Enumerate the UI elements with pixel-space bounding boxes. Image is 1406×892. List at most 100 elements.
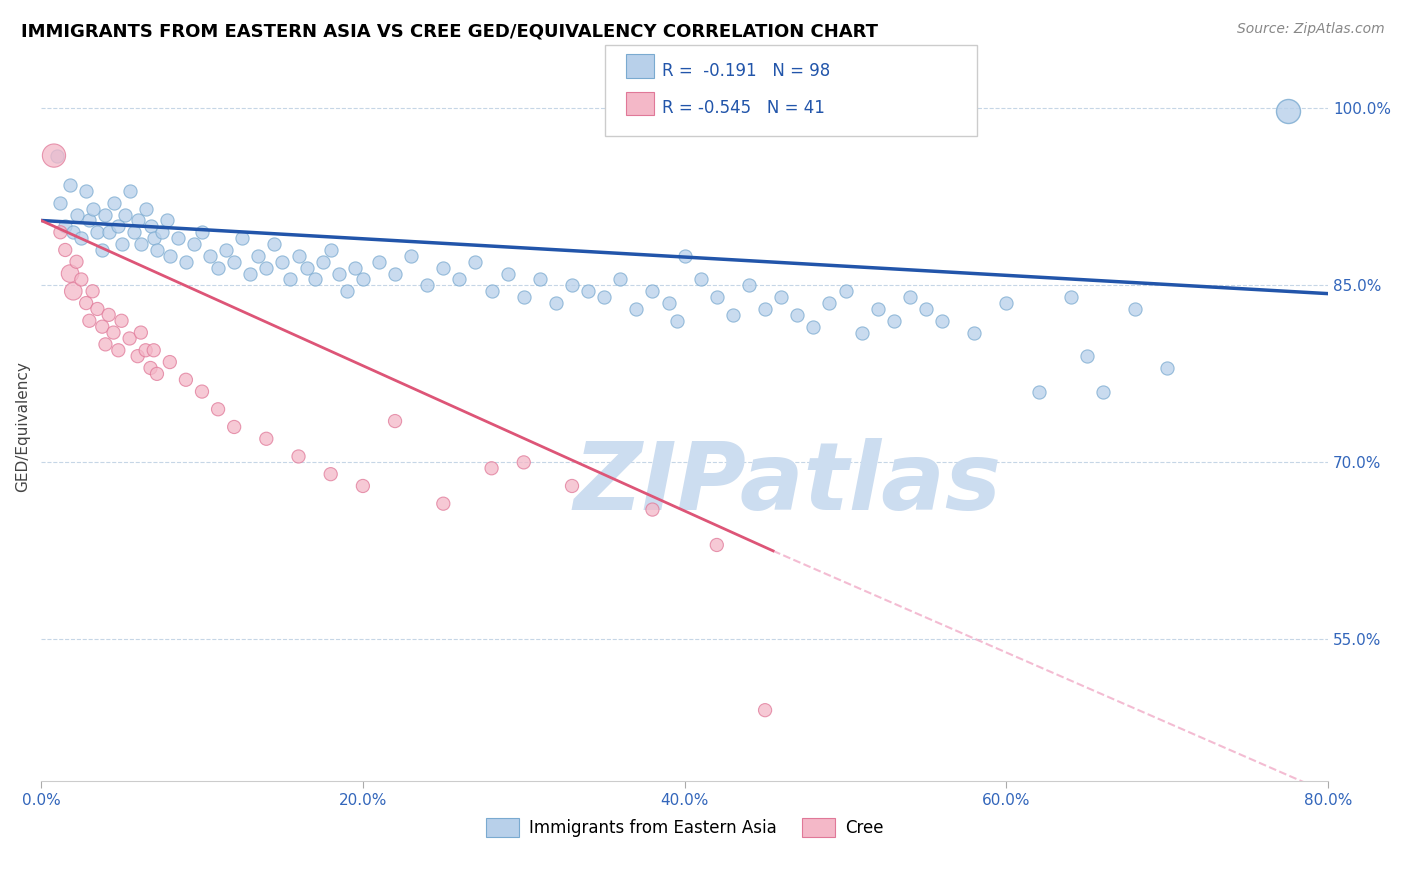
Point bbox=[352, 272, 374, 286]
Point bbox=[65, 208, 87, 222]
Point bbox=[107, 343, 129, 358]
Point bbox=[79, 213, 101, 227]
Point bbox=[384, 267, 406, 281]
Point bbox=[770, 290, 793, 304]
Point bbox=[1277, 103, 1299, 118]
Point bbox=[224, 254, 246, 268]
Point bbox=[866, 301, 889, 316]
Point bbox=[135, 343, 157, 358]
Point bbox=[127, 213, 149, 227]
Point bbox=[46, 148, 69, 162]
Point bbox=[561, 479, 583, 493]
Point bbox=[641, 502, 664, 516]
Point bbox=[368, 254, 391, 268]
Point bbox=[311, 254, 333, 268]
Point bbox=[146, 243, 169, 257]
Point bbox=[593, 290, 616, 304]
Point bbox=[91, 319, 114, 334]
Point bbox=[706, 538, 728, 552]
Point bbox=[481, 285, 503, 299]
Point bbox=[94, 337, 117, 351]
Point bbox=[641, 285, 664, 299]
Point bbox=[416, 278, 439, 293]
Point bbox=[1123, 301, 1146, 316]
Point bbox=[82, 285, 104, 299]
Point bbox=[1091, 384, 1114, 399]
Point bbox=[159, 355, 181, 369]
Point bbox=[754, 301, 776, 316]
Point bbox=[127, 349, 149, 363]
Point bbox=[399, 249, 422, 263]
Point bbox=[1060, 290, 1083, 304]
Point bbox=[254, 432, 277, 446]
Point bbox=[263, 237, 285, 252]
Point bbox=[513, 455, 536, 469]
Point bbox=[818, 296, 841, 310]
Point bbox=[174, 373, 197, 387]
Point bbox=[343, 260, 366, 275]
Point bbox=[239, 267, 262, 281]
Point bbox=[110, 314, 132, 328]
Point bbox=[82, 202, 104, 216]
Point bbox=[786, 308, 808, 322]
Point bbox=[135, 202, 157, 216]
Point bbox=[287, 450, 309, 464]
Point bbox=[995, 296, 1018, 310]
Point bbox=[1076, 349, 1098, 363]
Point bbox=[432, 260, 454, 275]
Point bbox=[70, 272, 93, 286]
Point bbox=[142, 231, 165, 245]
Point bbox=[86, 301, 108, 316]
Point bbox=[449, 272, 471, 286]
Point bbox=[254, 260, 277, 275]
Point bbox=[124, 225, 146, 239]
Point bbox=[352, 479, 374, 493]
Text: Source: ZipAtlas.com: Source: ZipAtlas.com bbox=[1237, 22, 1385, 37]
Point bbox=[529, 272, 551, 286]
Point bbox=[834, 285, 856, 299]
Point bbox=[384, 414, 406, 428]
Point bbox=[150, 225, 173, 239]
Point bbox=[915, 301, 938, 316]
Point bbox=[174, 254, 197, 268]
Point bbox=[657, 296, 679, 310]
Point bbox=[91, 243, 114, 257]
Point bbox=[287, 249, 309, 263]
Point bbox=[62, 285, 84, 299]
Point bbox=[42, 148, 65, 162]
Point bbox=[328, 267, 350, 281]
Point bbox=[103, 195, 125, 210]
Point bbox=[1156, 361, 1178, 376]
Point bbox=[129, 326, 152, 340]
Point bbox=[110, 237, 132, 252]
Point bbox=[79, 314, 101, 328]
Point bbox=[114, 208, 136, 222]
Point bbox=[665, 314, 688, 328]
Point bbox=[53, 219, 76, 234]
Point bbox=[159, 249, 181, 263]
Point bbox=[97, 308, 120, 322]
Point bbox=[207, 260, 229, 275]
Point bbox=[183, 237, 205, 252]
Point bbox=[304, 272, 326, 286]
Text: R =  -0.191   N = 98: R = -0.191 N = 98 bbox=[662, 62, 831, 79]
Point bbox=[801, 319, 824, 334]
Point bbox=[609, 272, 631, 286]
Point bbox=[94, 208, 117, 222]
Point bbox=[53, 243, 76, 257]
Point bbox=[49, 195, 72, 210]
Point bbox=[963, 326, 986, 340]
Point bbox=[561, 278, 583, 293]
Point bbox=[86, 225, 108, 239]
Point bbox=[738, 278, 761, 293]
Point bbox=[198, 249, 221, 263]
Point bbox=[62, 225, 84, 239]
Point bbox=[464, 254, 486, 268]
Point bbox=[883, 314, 905, 328]
Point bbox=[118, 184, 141, 198]
Point bbox=[576, 285, 599, 299]
Point bbox=[118, 331, 141, 345]
Point bbox=[931, 314, 953, 328]
Point bbox=[851, 326, 873, 340]
Point bbox=[59, 178, 82, 192]
